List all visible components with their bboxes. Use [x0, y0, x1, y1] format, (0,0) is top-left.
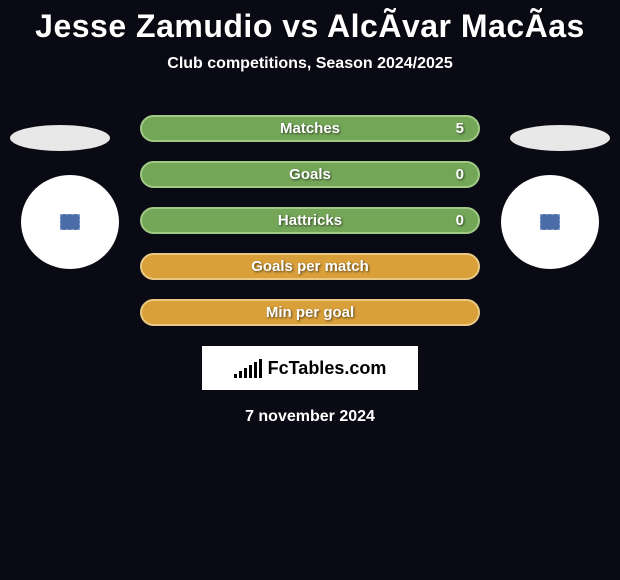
stat-bar: Min per goal	[140, 299, 480, 326]
stat-label: Min per goal	[266, 304, 354, 321]
stat-value-right: 0	[456, 212, 464, 229]
date-label: 7 november 2024	[0, 408, 620, 426]
stat-bar: Matches 5	[140, 115, 480, 142]
page-title: Jesse Zamudio vs AlcÃ­var MacÃ­as	[0, 8, 620, 45]
stat-value-right: 5	[456, 120, 464, 137]
player-left-badge-icon	[60, 214, 80, 230]
subtitle: Club competitions, Season 2024/2025	[0, 55, 620, 73]
player-right-badge-icon	[540, 214, 560, 230]
stat-bars: Matches 5 Goals 0 Hattricks 0 Goals per match M…	[140, 115, 480, 326]
stat-label: Goals per match	[251, 258, 369, 275]
logo-text: FcTables.com	[268, 358, 387, 379]
stat-label: Goals	[289, 166, 331, 183]
player-left-circle	[21, 175, 119, 269]
player-right-ellipse	[510, 125, 610, 151]
stat-label: Hattricks	[278, 212, 342, 229]
stat-bar: Goals per match	[140, 253, 480, 280]
stat-value-right: 0	[456, 166, 464, 183]
stat-label: Matches	[280, 120, 340, 137]
player-left-ellipse	[10, 125, 110, 151]
comparison-container: Jesse Zamudio vs AlcÃ­var MacÃ­as Club c…	[0, 0, 620, 426]
stat-bar: Goals 0	[140, 161, 480, 188]
player-right-circle	[501, 175, 599, 269]
stat-bar: Hattricks 0	[140, 207, 480, 234]
logo-chart-icon	[234, 358, 262, 378]
logo-box: FcTables.com	[202, 346, 418, 390]
